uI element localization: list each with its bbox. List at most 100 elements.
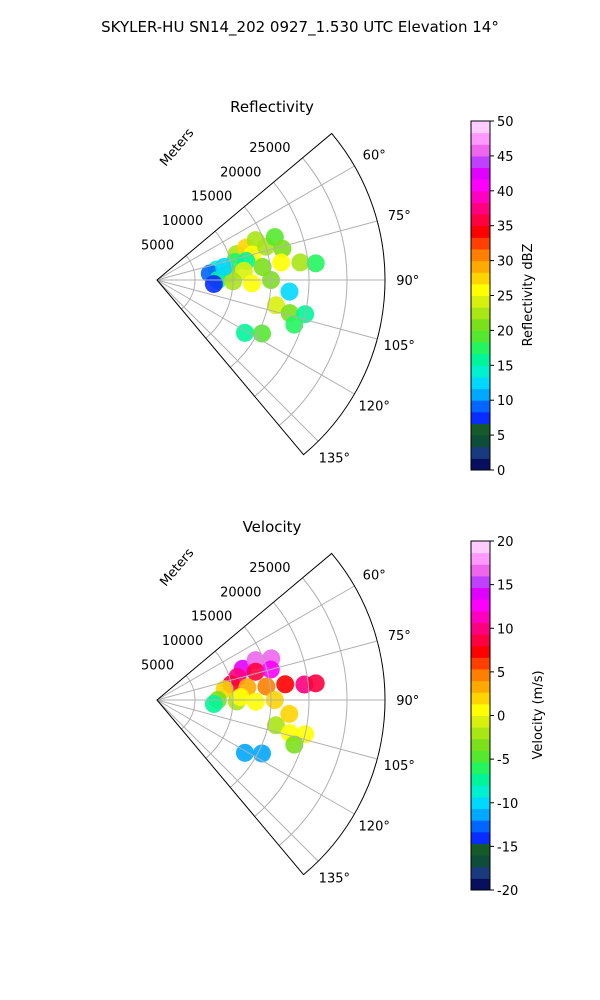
- colorbar-segment: [471, 214, 490, 227]
- colorbar-tick-label: 50: [497, 115, 514, 130]
- echo-cell: [285, 735, 304, 754]
- reflectivity-panel-title: Reflectivity: [230, 98, 314, 116]
- range-ring: [278, 157, 348, 426]
- colorbar-segment: [471, 645, 490, 658]
- colorbar-segment: [471, 446, 490, 459]
- colorbar-segment: [471, 634, 490, 647]
- colorbar-segment: [471, 657, 490, 670]
- echo-cell: [272, 253, 291, 272]
- reflectivity-range-label: Meters: [157, 126, 197, 170]
- colorbar-segment: [471, 260, 490, 273]
- velocity-plot: 60° 75° 90° 105° 120° 135° 5000 10000 15000 20000…: [141, 552, 419, 886]
- echo-cell: [306, 674, 325, 693]
- echo-cell: [235, 323, 254, 342]
- colorbar-segment: [471, 330, 490, 343]
- echo-cell: [246, 662, 265, 681]
- azimuth-gridline: [156, 699, 355, 815]
- echo-cell: [273, 239, 292, 258]
- colorbar-segment: [471, 342, 490, 355]
- azimuth-tick-label: 90°: [396, 694, 419, 709]
- colorbar-segment: [471, 762, 490, 775]
- azimuth-tick-label: 60°: [363, 149, 386, 164]
- velocity-panel: Velocity 60° 75° 90° 105° 120° 135° 5000 10000 1…: [141, 518, 546, 899]
- colorbar-segment: [471, 190, 490, 203]
- range-ring: [278, 577, 348, 846]
- colorbar-segment: [471, 878, 490, 891]
- colorbar-tick-label: 30: [497, 255, 514, 270]
- range-tick-label: 10000: [162, 634, 203, 649]
- azimuth-gridline: [156, 699, 378, 760]
- colorbar-segment: [471, 866, 490, 879]
- colorbar-tick-label: 10: [497, 622, 514, 637]
- range-tick-label: 20000: [220, 585, 261, 600]
- echo-cell: [280, 282, 299, 301]
- velocity-colorbar-label: Velocity (m/s): [531, 670, 546, 759]
- range-ring: [229, 626, 272, 788]
- reflectivity-plot: 60° 75° 90° 105° 120° 135° 5000 10000 15000 20000…: [141, 132, 419, 466]
- range-tick-label: 25000: [249, 141, 290, 156]
- azimuth-gridline: [156, 699, 319, 862]
- colorbar-segment: [471, 179, 490, 192]
- azimuth-gridline: [156, 585, 355, 701]
- range-ring: [254, 181, 310, 397]
- range-tick-label: 15000: [191, 610, 232, 625]
- azimuth-tick-label: 105°: [384, 759, 415, 774]
- colorbar-tick-label: -5: [497, 753, 510, 768]
- colorbar-segment: [471, 388, 490, 401]
- colorbar-tick-label: 20: [497, 324, 514, 339]
- colorbar-segment: [471, 599, 490, 612]
- echo-cell: [252, 744, 271, 763]
- colorbar-segment: [471, 715, 490, 728]
- range-tick-label: 25000: [249, 561, 290, 576]
- colorbar-segment: [471, 458, 490, 471]
- azimuth-tick-label: 105°: [384, 339, 415, 354]
- azimuth-tick-label: 75°: [388, 209, 411, 224]
- reflectivity-colorbar: 0 5 10 15 20 25 30 35 40 45 50: [470, 115, 514, 479]
- colorbar-segment: [471, 295, 490, 308]
- colorbar-segment: [471, 564, 490, 577]
- azimuth-gridline: [156, 220, 378, 281]
- range-ring: [205, 230, 234, 339]
- sector-outline: [156, 132, 386, 456]
- echo-cell: [291, 253, 310, 272]
- echo-cell: [276, 675, 295, 694]
- echo-cell: [204, 694, 223, 713]
- sector-outline: [156, 552, 386, 876]
- colorbar-segment: [471, 307, 490, 320]
- echo-cell: [266, 296, 285, 315]
- colorbar-tick-label: 0: [497, 710, 505, 725]
- colorbar-segment: [471, 435, 490, 448]
- echo-cell: [242, 274, 261, 293]
- velocity-panel-title: Velocity: [243, 518, 302, 536]
- colorbar-tick-label: 15: [497, 579, 514, 594]
- colorbar-segment: [471, 167, 490, 180]
- colorbar-segment: [471, 121, 490, 134]
- colorbar-tick-label: -10: [497, 797, 518, 812]
- echo-cell: [231, 688, 250, 707]
- colorbar-segment: [471, 144, 490, 157]
- echo-cell: [246, 692, 265, 711]
- reflectivity-panel: Reflectivity 60° 75° 90° 105° 120° 135° 5000 10…: [141, 98, 536, 479]
- colorbar-segment: [471, 353, 490, 366]
- colorbar-segment: [471, 727, 490, 740]
- colorbar-segment: [471, 132, 490, 145]
- azimuth-tick-label: 135°: [319, 451, 350, 466]
- colorbar-segment: [471, 541, 490, 554]
- azimuth-tick-label: 120°: [359, 819, 390, 834]
- azimuth-gridline: [156, 279, 378, 340]
- colorbar-segment: [471, 318, 490, 331]
- velocity-range-label: Meters: [157, 546, 197, 590]
- echo-cell: [280, 704, 299, 723]
- colorbar-segment: [471, 376, 490, 390]
- colorbar-segment: [471, 423, 490, 436]
- colorbar-segment: [471, 750, 490, 763]
- azimuth-tick-label: 75°: [388, 629, 411, 644]
- colorbar-segment: [471, 225, 490, 238]
- range-tick-label: 10000: [162, 214, 203, 229]
- echo-cell: [215, 257, 234, 276]
- echo-cell: [285, 315, 304, 334]
- colorbar-tick-label: 25: [497, 290, 514, 305]
- colorbar-segment: [471, 587, 490, 600]
- range-tick-label: 5000: [141, 659, 174, 674]
